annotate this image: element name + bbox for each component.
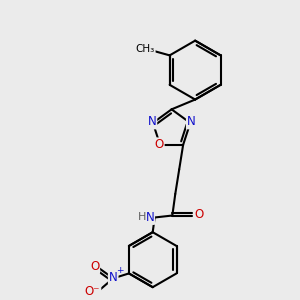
Text: N: N <box>146 211 154 224</box>
Text: CH₃: CH₃ <box>136 44 155 55</box>
Text: N: N <box>109 271 118 284</box>
Text: O: O <box>90 260 99 273</box>
Text: O⁻: O⁻ <box>85 285 100 298</box>
Text: H: H <box>138 212 146 221</box>
Text: N: N <box>187 116 196 128</box>
Text: O: O <box>154 138 164 152</box>
Text: +: + <box>116 266 124 275</box>
Text: N: N <box>148 116 156 128</box>
Text: O: O <box>194 208 203 221</box>
